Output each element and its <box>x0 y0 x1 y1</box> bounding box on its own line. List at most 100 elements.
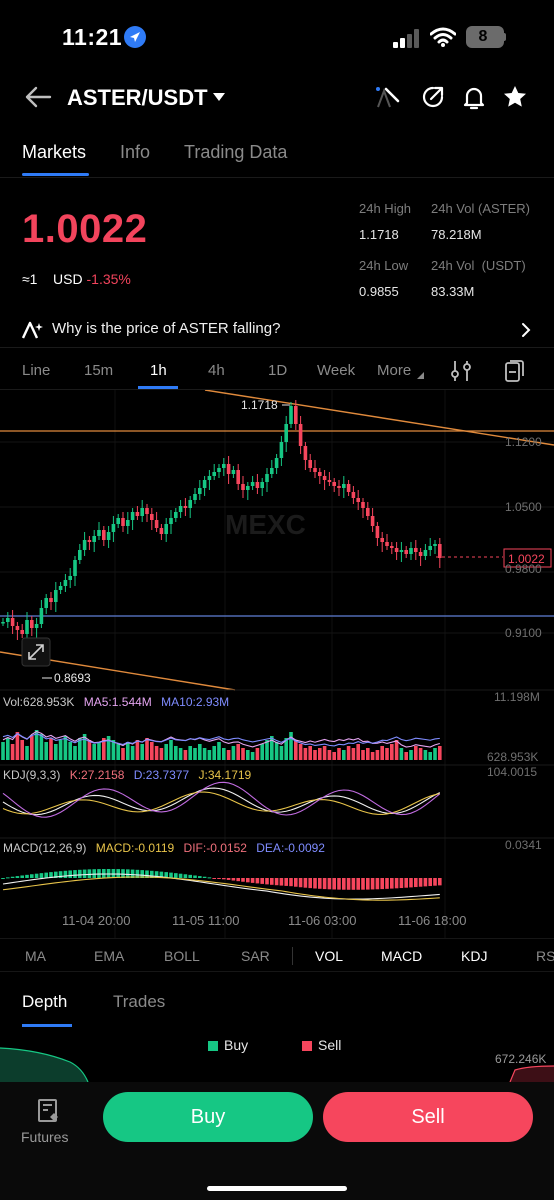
volume-bar <box>145 738 149 760</box>
candle-body <box>366 508 370 516</box>
tab-trades[interactable]: Trades <box>113 992 166 1011</box>
volume-bar <box>25 746 29 760</box>
interval-15m[interactable]: 15m <box>84 362 114 379</box>
ind-tab-sar[interactable]: SAR <box>241 948 270 964</box>
candle-body <box>49 598 53 602</box>
candle-body <box>390 546 394 548</box>
interval-week[interactable]: Week <box>317 362 356 379</box>
macd-bar <box>183 874 188 878</box>
macd-bar <box>394 878 399 889</box>
price-change: -1.35% <box>86 271 131 287</box>
tab-depth[interactable]: Depth <box>22 992 68 1011</box>
macd-bar <box>20 875 24 878</box>
vol-ma10-line <box>2 732 440 747</box>
macd-bar <box>236 878 240 882</box>
candle-body <box>226 464 231 474</box>
ind-tab-rsi[interactable]: RS <box>536 948 554 964</box>
volume-bar <box>322 746 327 760</box>
depth-value: 672.246K <box>495 1052 547 1066</box>
bell-icon[interactable] <box>460 83 488 111</box>
kdj-d-line <box>2 791 440 815</box>
macd-bar <box>255 878 260 884</box>
interval-1d[interactable]: 1D <box>268 362 288 379</box>
chart-mode-icon[interactable] <box>503 359 525 383</box>
macd-dea-line <box>2 876 440 901</box>
interval-more[interactable]: More <box>377 362 412 379</box>
ind-tab-ema[interactable]: EMA <box>94 948 125 964</box>
futures-label[interactable]: Futures <box>21 1129 69 1145</box>
volume-bar <box>236 744 240 760</box>
news-headline[interactable]: Why is the price of ASTER falling? <box>52 320 281 337</box>
volume-bar <box>337 748 341 760</box>
volume-bar <box>58 740 63 760</box>
macd-bar <box>164 872 168 878</box>
volume-bar <box>222 748 226 760</box>
interval-4h[interactable]: 4h <box>208 362 225 379</box>
sell-swatch <box>302 1041 312 1051</box>
candle-body <box>202 480 207 488</box>
candle-body <box>174 512 178 518</box>
candle-body <box>78 550 82 560</box>
kline-chart[interactable]: MEXC 1.0022 1.1200 1.0500 0.9800 0.9100 … <box>0 390 554 938</box>
candle-body <box>404 550 408 554</box>
indicator-tabs: MA EMA BOLL SAR VOL MACD KDJ RS <box>0 938 554 972</box>
volume-bar <box>198 744 202 760</box>
usd-price: ≈1 USD -1.35% <box>22 271 131 287</box>
tab-trading-data[interactable]: Trading Data <box>184 142 288 162</box>
volume-bar <box>92 744 96 760</box>
sell-button[interactable]: Sell <box>323 1092 533 1142</box>
drawing-tools-icon[interactable] <box>372 83 400 111</box>
volume-bar <box>20 740 24 760</box>
pair-dropdown-caret-icon[interactable] <box>213 93 225 101</box>
ind-tab-boll[interactable]: BOLL <box>164 948 200 964</box>
back-arrow-icon[interactable] <box>24 85 52 109</box>
volume-bar <box>279 746 284 760</box>
kdj-params: KDJ(9,3,3) <box>3 768 61 782</box>
buy-button[interactable]: Buy <box>103 1092 313 1142</box>
ind-tab-kdj[interactable]: KDJ <box>461 948 488 964</box>
ind-tab-ma[interactable]: MA <box>25 948 46 964</box>
share-icon[interactable] <box>419 83 447 111</box>
candle-body <box>418 552 423 556</box>
more-caret-icon[interactable] <box>417 372 424 379</box>
candle-body <box>303 446 308 460</box>
ind-tab-macd[interactable]: MACD <box>381 948 423 964</box>
candle-body <box>44 598 48 608</box>
tab-info[interactable]: Info <box>120 142 151 162</box>
tab-markets[interactable]: Markets <box>22 142 87 162</box>
macd-bar <box>188 874 192 878</box>
macd-legend: MACD(12,26,9) MACD:-0.0119 DIF:-0.0152 D… <box>3 841 325 855</box>
interval-1h[interactable]: 1h <box>150 362 167 379</box>
news-row[interactable]: Why is the price of ASTER falling? <box>0 312 554 348</box>
candle-body <box>265 474 269 482</box>
macd-bar <box>49 872 53 878</box>
macd-bar <box>231 878 236 881</box>
interval-line[interactable]: Line <box>22 362 51 379</box>
chevron-right-icon[interactable] <box>520 322 532 338</box>
volume-bar <box>193 748 197 760</box>
macd-bar <box>193 875 197 878</box>
chart-watermark: MEXC <box>225 509 306 540</box>
futures-icon[interactable] <box>36 1098 62 1124</box>
macd-bar <box>303 878 308 888</box>
tab-underline <box>22 173 89 176</box>
candle-body <box>409 548 413 554</box>
bottom-bar: Futures Buy Sell <box>0 1082 554 1200</box>
volume-bar <box>130 746 135 760</box>
candle-body <box>169 518 173 524</box>
vol-quote-value: 83.33M <box>431 284 475 299</box>
volume-bar <box>438 746 442 760</box>
ind-tab-vol[interactable]: VOL <box>315 948 344 964</box>
favorite-star-icon[interactable] <box>501 83 529 111</box>
candle-body <box>54 590 58 602</box>
macd-bar <box>390 878 394 889</box>
volume-bar <box>154 746 159 760</box>
candle-body <box>111 524 116 532</box>
battery-level: 8 <box>478 28 488 45</box>
macd-bar <box>375 878 380 890</box>
expand-chart-icon[interactable] <box>21 637 51 667</box>
pair-title[interactable]: ASTER/USDT <box>67 85 208 110</box>
indicator-settings-icon[interactable] <box>450 359 472 383</box>
macd-bar <box>68 870 72 878</box>
volume-bar <box>284 738 288 760</box>
